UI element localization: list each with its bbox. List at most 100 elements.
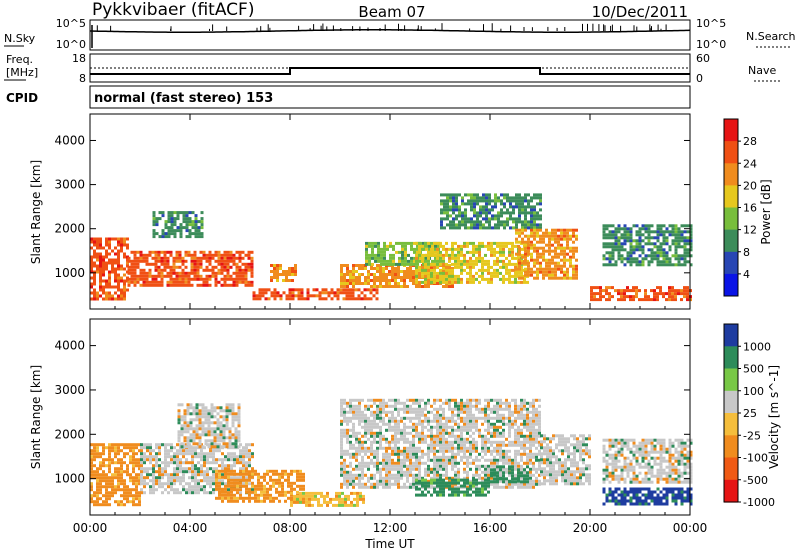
power-cell — [620, 292, 623, 296]
velocity-cell — [391, 461, 394, 465]
velocity-cell — [228, 427, 232, 431]
power-cell — [554, 228, 557, 232]
velocity-cell — [388, 425, 391, 429]
velocity-cell — [373, 452, 376, 456]
velocity-cell — [191, 488, 194, 492]
power-cell — [674, 224, 678, 228]
velocity-cell — [185, 470, 188, 474]
velocity-cell — [216, 436, 220, 440]
velocity-cell — [245, 478, 248, 482]
velocity-cell — [412, 479, 415, 483]
velocity-cell — [188, 449, 191, 453]
power-cell — [466, 280, 469, 284]
power-cell — [108, 237, 111, 241]
velocity-cell — [409, 467, 412, 471]
power-cell — [427, 270, 430, 273]
power-cell — [163, 250, 167, 254]
power-cell — [178, 265, 182, 269]
velocity-cell — [346, 473, 349, 477]
power-cell — [196, 271, 200, 275]
velocity-cell — [385, 437, 388, 441]
power-cell — [123, 267, 126, 271]
velocity-cell — [376, 467, 379, 471]
velocity-cell — [355, 410, 358, 414]
velocity-cell — [299, 484, 302, 488]
velocity-cell — [442, 431, 445, 435]
velocity-cell — [424, 413, 427, 417]
power-cell — [348, 291, 352, 295]
power-cell — [509, 214, 512, 218]
power-cell — [508, 259, 511, 263]
power-cell — [235, 256, 239, 260]
velocity-cell — [176, 488, 179, 492]
power-cell — [514, 280, 517, 284]
power-cell — [656, 254, 660, 258]
power-cell — [473, 208, 476, 212]
velocity-cell — [340, 422, 343, 426]
velocity-cell — [281, 469, 284, 473]
power-cell — [167, 220, 171, 224]
velocity-cell — [278, 493, 281, 497]
power-cell — [157, 274, 161, 278]
velocity-cell — [397, 482, 400, 486]
velocity-cell — [173, 446, 176, 450]
power-cell — [126, 246, 129, 250]
velocity-cell — [364, 428, 367, 432]
velocity-cell — [421, 410, 424, 414]
velocity-cell — [436, 416, 439, 420]
velocity-cell — [93, 500, 96, 504]
velocity-cell — [385, 455, 388, 459]
power-cell — [539, 246, 542, 250]
velocity-cell — [176, 464, 179, 468]
power-cell — [526, 259, 529, 263]
power-cell — [481, 277, 484, 281]
power-cell — [276, 279, 279, 282]
power-cell — [436, 250, 439, 254]
velocity-cell — [400, 464, 403, 468]
power-region — [270, 264, 297, 282]
velocity-cell — [146, 473, 149, 477]
power-cell — [668, 295, 671, 299]
velocity-cell — [439, 428, 442, 432]
velocity-cell — [239, 484, 242, 488]
velocity-cell — [427, 473, 430, 477]
velocity-cell — [183, 445, 187, 449]
power-cell — [184, 271, 188, 275]
velocity-cell — [149, 473, 152, 477]
velocity-cell — [448, 398, 451, 402]
velocity-cell — [132, 464, 135, 468]
power-cell — [563, 249, 566, 253]
velocity-cell — [397, 485, 400, 489]
velocity-cell — [376, 404, 379, 408]
power-cell — [422, 262, 425, 266]
power-cell — [105, 279, 108, 283]
power-cell — [476, 226, 479, 230]
power-cell — [196, 283, 200, 287]
power-cell — [689, 242, 693, 246]
power-cell — [626, 239, 630, 243]
velocity-cell — [212, 470, 215, 474]
velocity-cell — [379, 401, 382, 405]
velocity-cell — [248, 452, 251, 456]
velocity-cell — [224, 487, 227, 491]
power-cell — [563, 276, 566, 280]
velocity-cell — [203, 491, 206, 495]
power-cell — [524, 228, 527, 232]
power-cell — [160, 283, 164, 287]
power-cell — [406, 273, 409, 276]
power-cell — [182, 226, 186, 230]
velocity-cell — [418, 401, 421, 405]
power-cell — [689, 254, 693, 258]
velocity-cell — [182, 479, 185, 483]
power-cell — [551, 249, 554, 253]
power-cell — [196, 259, 200, 263]
velocity-cell — [358, 482, 361, 486]
velocity-cell — [463, 461, 466, 465]
power-cell — [533, 217, 536, 221]
power-cell — [123, 240, 126, 244]
power-cell — [560, 249, 563, 253]
power-cell — [182, 211, 186, 215]
power-cell — [111, 258, 114, 262]
velocity-cell — [355, 404, 358, 408]
velocity-cell — [219, 439, 223, 443]
